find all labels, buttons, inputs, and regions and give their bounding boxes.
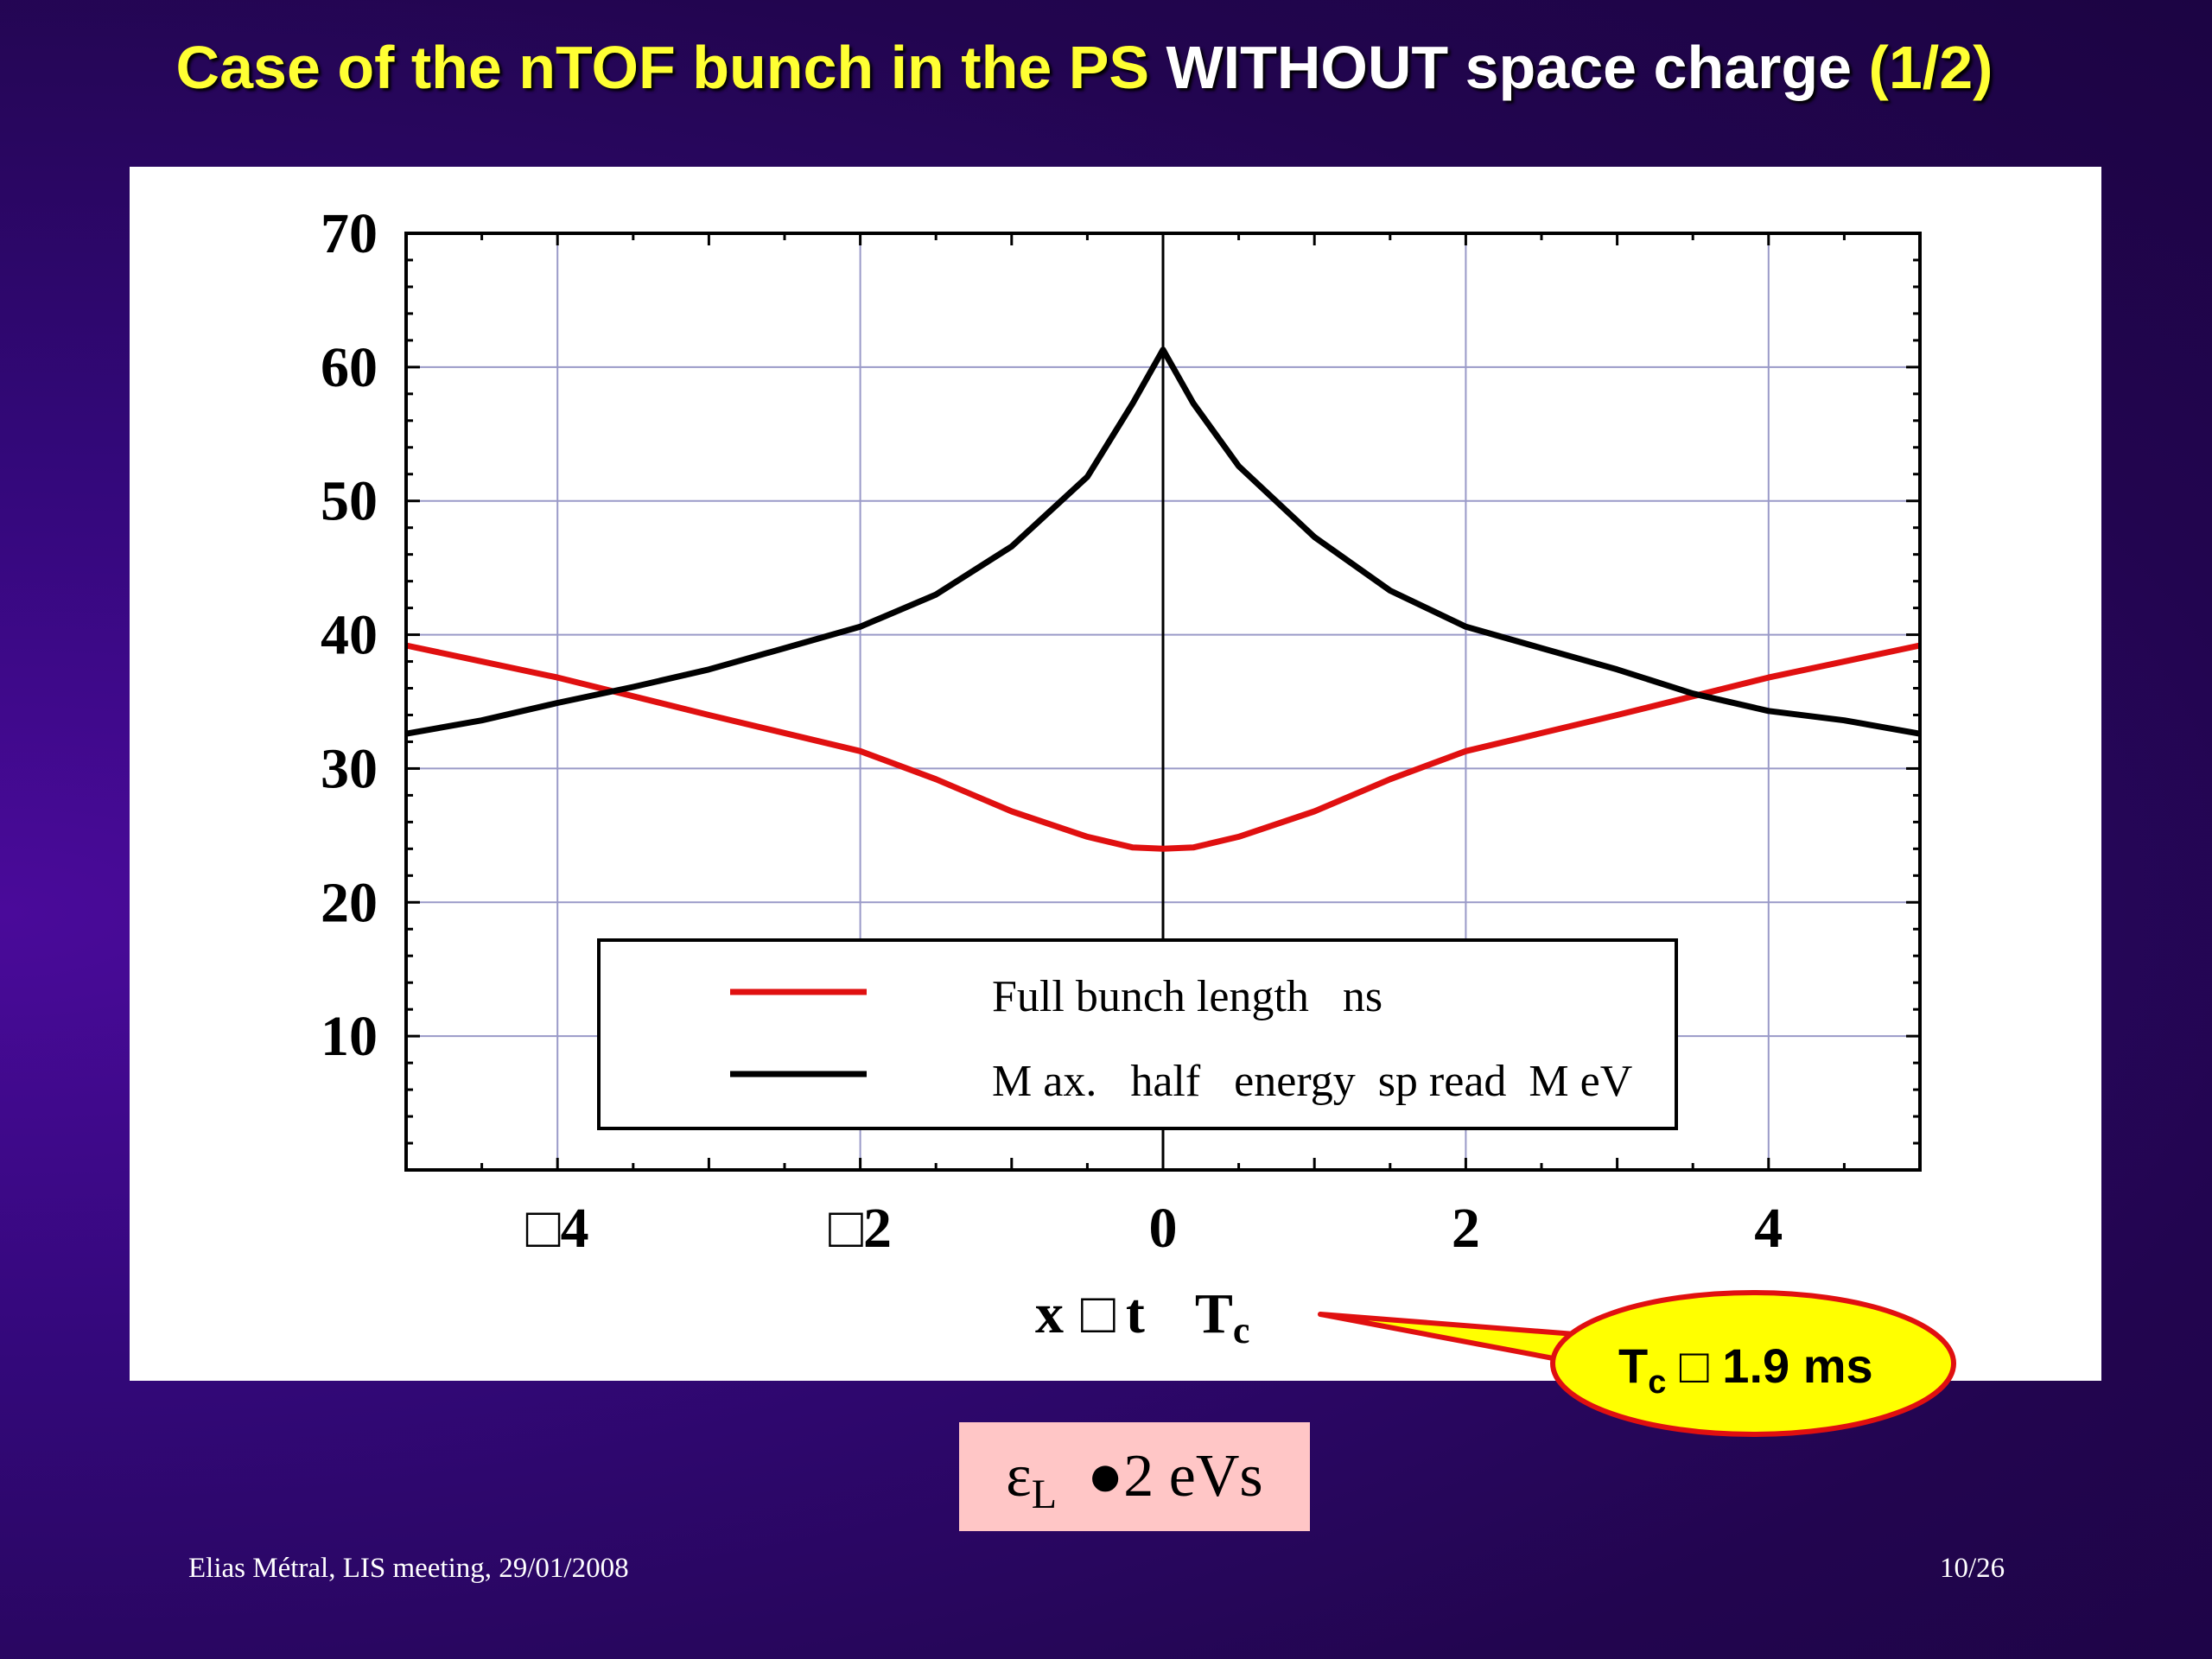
footer-author: Elias Métral, LIS meeting, 29/01/2008 [188,1553,629,1584]
y-tick-label: 10 [321,1005,378,1068]
series-line-0 [405,642,1921,852]
slide-title: Case of the nTOF bunch in the PS WITHOUT… [0,33,2169,102]
x-tick-label: □2 [829,1197,892,1260]
x-tick-label: 4 [1754,1197,1783,1260]
x-tick-labels: □4 □2 0 2 4 [526,1197,1783,1260]
x-tick-label: 0 [1149,1197,1178,1260]
title-part-2: WITHOUT space charge [1166,34,1869,101]
y-tick-label: 60 [321,336,378,399]
x-axis-label-T: T [1195,1282,1233,1345]
callout-sub: c [1648,1364,1666,1401]
y-tick-label: 70 [321,202,378,265]
title-part-3: (1/2) [1868,34,1993,101]
callout-text: Tc □ 1.9 ms [1618,1338,1873,1401]
x-axis-label-sub: c [1233,1309,1250,1351]
y-tick-label: 30 [321,737,378,800]
emittance-box: εL ●2 eVs [959,1422,1310,1531]
callout-rest: □ 1.9 ms [1666,1338,1872,1393]
callout-pointer [1318,1312,1592,1368]
plot-frame [404,232,1922,1172]
x-axis-label: x □ t Tc [1035,1282,1249,1351]
chart-panel [130,167,2101,1381]
x-axis-label-x: x [1035,1282,1064,1345]
epsilon-symbol: ε [1006,1443,1032,1510]
y-tick-label: 50 [321,470,378,533]
callout-bubble [1550,1290,1956,1437]
legend-box [597,938,1678,1130]
x-tick-label: 2 [1452,1197,1480,1260]
y-tick-label: 20 [321,871,378,934]
x-axis-label-box: □ [1081,1282,1116,1345]
title-part-1: Case of the nTOF bunch in the PS [175,34,1166,101]
epsilon-value: ●2 eVs [1057,1443,1263,1510]
epsilon-subscript: L [1031,1471,1058,1517]
y-tick-label: 40 [321,604,378,667]
series-line-1 [405,346,1921,737]
callout-T: T [1618,1338,1648,1393]
x-tick-label: □4 [526,1197,589,1260]
page-number: 10/26 [1940,1553,2005,1584]
legend: Full bunch length ns M ax. half energy s… [597,938,1678,1130]
y-tick-labels: 10 20 30 40 50 60 70 [321,202,378,1068]
x-axis-label-t: t [1126,1282,1145,1345]
series-layer [405,346,1921,852]
tc-callout: Tc □ 1.9 ms [1318,1290,1956,1437]
legend-label-red: Full bunch length ns [992,972,1382,1021]
legend-label-black: M ax. half energy sp read M eV [992,1057,1632,1106]
